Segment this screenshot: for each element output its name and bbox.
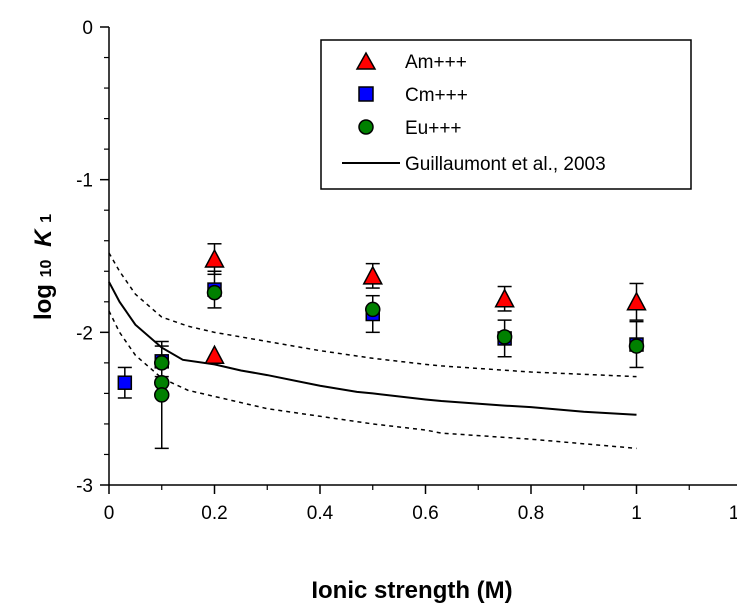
data-point-triangle — [204, 344, 225, 364]
y-axis-title: log 10 K 1 — [30, 214, 57, 320]
legend-label-am: Am+++ — [405, 52, 467, 73]
legend-item-guillaumont: Guillaumont et al., 2003 — [342, 154, 606, 175]
data-point-triangle — [362, 265, 383, 285]
x-tick-label: 0.4 — [307, 503, 334, 524]
error-bars-layer — [117, 243, 644, 450]
x-tick-label: 0 — [104, 503, 115, 524]
x-tick-label: 0.2 — [201, 503, 227, 524]
points-layer — [117, 248, 647, 403]
y-axis-symbol-subscript: 1 — [38, 214, 55, 223]
y-axis-prefix-subscript: 10 — [38, 259, 55, 277]
data-point-circle — [496, 329, 513, 345]
x-axis-title: Ionic strength (M) — [311, 577, 512, 604]
legend-label-cm: Cm+++ — [405, 85, 468, 106]
legend-triangle-marker — [355, 51, 377, 70]
legend-item-cm: Cm+++ — [358, 85, 468, 106]
x-tick-label: 0.6 — [412, 503, 438, 524]
lines-layer — [108, 252, 637, 450]
reference-line — [108, 281, 637, 416]
y-axis-symbol: K — [30, 228, 57, 247]
data-point-circle — [206, 284, 223, 301]
y-tick-label: 0 — [82, 18, 93, 39]
uncertainty-band-line — [108, 252, 637, 378]
data-point-triangle — [626, 291, 647, 311]
legend-item-am: Am+++ — [355, 51, 467, 73]
data-point-circle — [628, 338, 645, 354]
y-tick-label: -1 — [76, 171, 93, 192]
legend-circle-marker — [358, 119, 374, 135]
uncertainty-band-line — [108, 310, 637, 450]
data-point-circle — [154, 387, 170, 403]
data-point-circle — [365, 301, 381, 318]
legend-label-guillaumont: Guillaumont et al., 2003 — [405, 154, 606, 175]
data-point-square — [117, 375, 133, 390]
x-tick-label: 0.8 — [518, 503, 544, 524]
axes-layer: 0 0.2 0.4 0.6 0.8 1 1.2 0 -1 -2 -3 — [76, 18, 737, 524]
legend: Am+++ Cm+++ Eu+++ Guillaumont et al., 20… — [320, 39, 692, 190]
data-point-triangle — [204, 248, 225, 268]
x-tick-label: 1 — [631, 503, 642, 524]
x-tick-label: 1.2 — [729, 503, 737, 524]
legend-item-eu: Eu+++ — [358, 118, 462, 139]
legend-square-marker — [358, 86, 374, 102]
y-axis-prefix: log — [30, 284, 57, 320]
legend-label-eu: Eu+++ — [405, 118, 462, 139]
y-tick-label: -3 — [76, 476, 93, 497]
data-point-circle — [154, 355, 170, 371]
legend-box — [320, 39, 692, 190]
data-point-triangle — [494, 288, 515, 308]
y-tick-label: -2 — [76, 323, 93, 344]
